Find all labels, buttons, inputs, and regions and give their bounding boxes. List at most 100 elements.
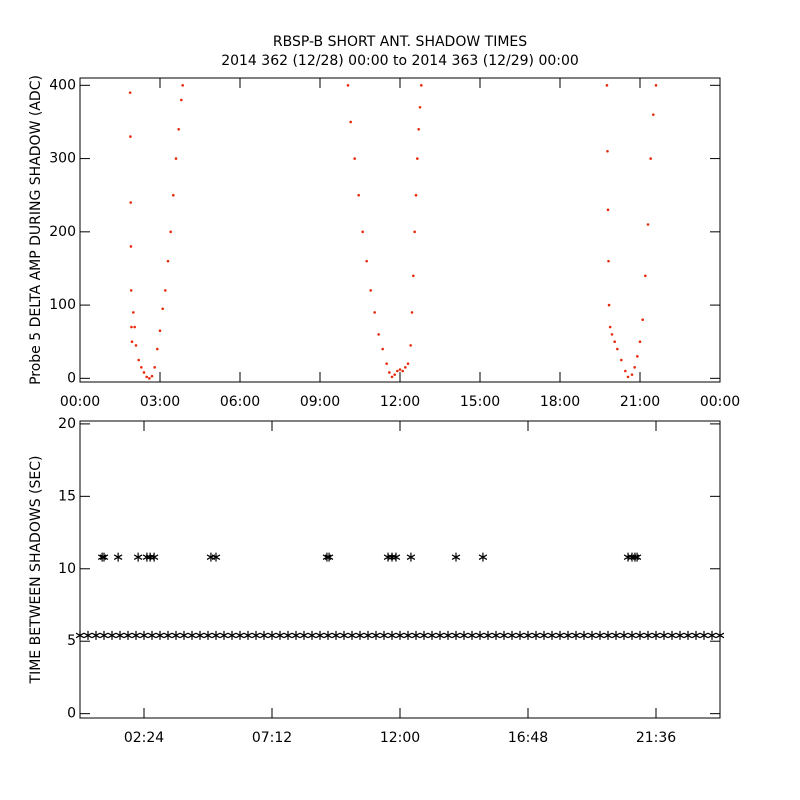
point bbox=[211, 552, 221, 562]
point bbox=[113, 552, 123, 562]
plot-frame bbox=[79, 420, 721, 719]
point bbox=[155, 630, 165, 640]
point bbox=[427, 630, 437, 640]
point bbox=[206, 552, 216, 562]
point bbox=[377, 333, 380, 336]
point bbox=[357, 193, 360, 197]
point bbox=[161, 307, 164, 311]
point bbox=[130, 325, 133, 329]
point bbox=[97, 552, 107, 562]
point bbox=[346, 84, 350, 87]
point bbox=[683, 630, 693, 640]
point bbox=[142, 371, 146, 374]
x-tick-label: 00:00 bbox=[700, 394, 740, 410]
point bbox=[132, 311, 135, 314]
point bbox=[156, 347, 159, 351]
point bbox=[403, 630, 413, 640]
point bbox=[608, 325, 612, 329]
point bbox=[638, 340, 642, 344]
point bbox=[259, 630, 269, 640]
x-tick-label: 21:00 bbox=[620, 394, 660, 410]
point bbox=[339, 630, 349, 640]
point bbox=[667, 630, 677, 640]
y-tick-label: 0 bbox=[67, 370, 76, 386]
point bbox=[416, 157, 419, 160]
point bbox=[632, 552, 642, 562]
point bbox=[563, 630, 573, 640]
point bbox=[180, 98, 183, 102]
y-tick-label: 5 bbox=[67, 633, 76, 649]
point bbox=[145, 375, 148, 379]
point bbox=[675, 630, 685, 640]
point bbox=[398, 368, 402, 371]
point bbox=[299, 630, 309, 640]
point bbox=[401, 369, 404, 373]
point bbox=[275, 630, 285, 640]
point bbox=[187, 630, 197, 640]
point bbox=[606, 149, 609, 153]
point bbox=[129, 289, 133, 292]
point bbox=[91, 630, 101, 640]
point bbox=[371, 630, 381, 640]
point bbox=[163, 630, 173, 640]
plot-frame bbox=[79, 77, 721, 383]
point bbox=[547, 630, 557, 640]
x-tick-label: 12:00 bbox=[380, 730, 420, 746]
point bbox=[390, 375, 394, 379]
x-tick-label: 03:00 bbox=[140, 394, 180, 410]
point bbox=[651, 630, 661, 640]
point bbox=[571, 630, 581, 640]
point bbox=[387, 552, 397, 562]
point bbox=[128, 91, 132, 94]
point bbox=[179, 630, 189, 640]
chart-subtitle: 2014 362 (12/28) 00:00 to 2014 363 (12/2… bbox=[221, 53, 579, 69]
point bbox=[203, 630, 213, 640]
point bbox=[243, 630, 253, 640]
point bbox=[467, 630, 477, 640]
point bbox=[605, 84, 609, 87]
point bbox=[475, 630, 485, 640]
point bbox=[699, 630, 709, 640]
point bbox=[149, 552, 159, 562]
point bbox=[355, 630, 365, 640]
point bbox=[633, 366, 636, 369]
point bbox=[607, 259, 610, 263]
x-tick-label: 15:00 bbox=[460, 394, 500, 410]
x-tick-label: 16:48 bbox=[508, 730, 548, 746]
point bbox=[393, 373, 396, 376]
point bbox=[139, 630, 149, 640]
point bbox=[381, 347, 384, 351]
y-tick-label: 200 bbox=[49, 224, 76, 240]
point bbox=[418, 106, 422, 109]
point bbox=[435, 630, 445, 640]
point bbox=[131, 630, 141, 640]
point bbox=[164, 289, 167, 292]
point bbox=[523, 630, 533, 640]
point bbox=[406, 552, 416, 562]
point bbox=[652, 113, 655, 116]
point bbox=[99, 552, 109, 562]
y-tick-label: 300 bbox=[49, 151, 76, 167]
point bbox=[587, 630, 597, 640]
point bbox=[137, 358, 140, 362]
point bbox=[410, 311, 414, 314]
point bbox=[420, 84, 423, 87]
y-tick-label: 20 bbox=[58, 416, 76, 432]
point bbox=[606, 208, 610, 212]
point bbox=[324, 552, 334, 562]
point bbox=[388, 371, 391, 374]
point bbox=[129, 245, 133, 248]
point bbox=[409, 344, 412, 347]
point bbox=[251, 630, 261, 640]
chart-title: RBSP-B SHORT ANT. SHADOW TIMES bbox=[273, 34, 527, 50]
point bbox=[83, 630, 93, 640]
point bbox=[636, 355, 639, 358]
point bbox=[373, 311, 376, 314]
point bbox=[691, 630, 701, 640]
point bbox=[396, 369, 399, 373]
x-tick-label: 18:00 bbox=[540, 394, 580, 410]
point bbox=[75, 630, 85, 640]
x-tick-label: 00:00 bbox=[60, 394, 100, 410]
point bbox=[627, 630, 637, 640]
